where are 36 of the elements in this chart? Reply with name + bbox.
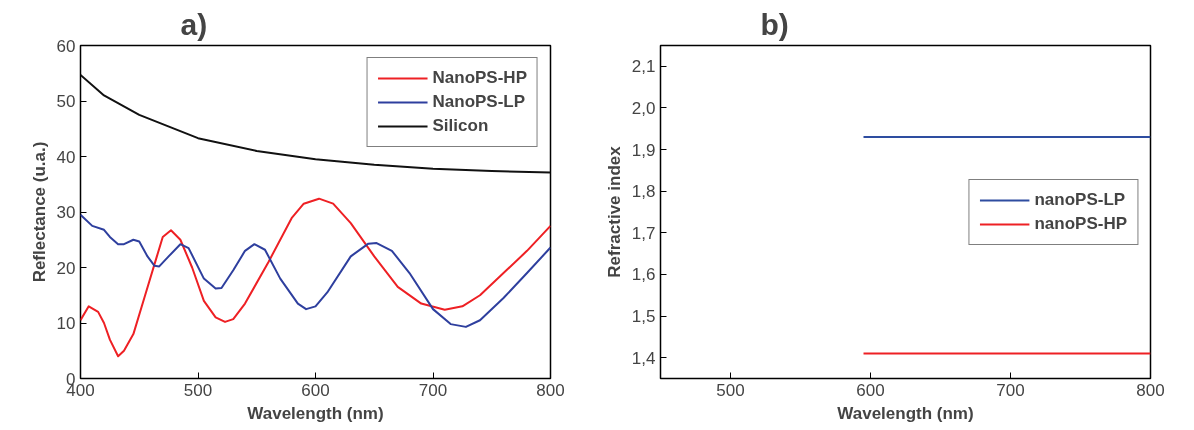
line-series bbox=[80, 73, 551, 174]
x-axis-title: Wavelength (nm) bbox=[837, 403, 974, 423]
y-tick-label: 30 bbox=[56, 203, 76, 222]
x-tick-label: 500 bbox=[183, 380, 213, 400]
y-tick-label: 40 bbox=[56, 147, 76, 167]
x-tick-label: 500 bbox=[716, 380, 745, 400]
line-series bbox=[80, 213, 551, 328]
x-tick-label: 800 bbox=[1136, 380, 1165, 400]
x-tick-label: 800 bbox=[536, 380, 565, 400]
x-axis-title: Wavelength (nm) bbox=[247, 403, 384, 423]
y-tick-label: 20 bbox=[56, 258, 76, 278]
y-tick-label: 1,9 bbox=[631, 140, 656, 160]
y-axis-title: Reflectance (u.a.) bbox=[29, 141, 49, 283]
y-tick-label: 1,8 bbox=[631, 182, 656, 202]
chart-title: b) bbox=[760, 7, 789, 41]
legend-label: Silicon bbox=[432, 116, 489, 136]
y-tick-label: 1,7 bbox=[631, 223, 656, 243]
y-tick-label: 2,1 bbox=[631, 57, 656, 77]
chart-title: a) bbox=[180, 7, 208, 41]
legend-label: NanoPS-HP bbox=[432, 68, 527, 88]
legend-label: NanoPS-LP bbox=[432, 92, 526, 112]
x-tick-label: 600 bbox=[301, 380, 330, 400]
y-tick-label: 50 bbox=[56, 92, 76, 111]
y-tick-label: 60 bbox=[56, 36, 76, 56]
legend-label: nanoPS-LP bbox=[1034, 189, 1126, 210]
y-tick-label: 10 bbox=[56, 314, 76, 333]
y-tick-label: 1,6 bbox=[631, 265, 656, 285]
line-series bbox=[80, 197, 551, 358]
y-tick-label: 1,5 bbox=[631, 307, 656, 327]
x-tick-label: 700 bbox=[418, 380, 448, 400]
y-tick-label: 2,0 bbox=[631, 98, 656, 118]
x-tick-label: 600 bbox=[856, 380, 885, 400]
y-tick-label: 1,4 bbox=[631, 348, 656, 368]
legend-label: nanoPS-HP bbox=[1034, 213, 1127, 234]
x-tick-label: 700 bbox=[996, 380, 1025, 400]
y-axis-title: Refractive index bbox=[604, 145, 624, 278]
